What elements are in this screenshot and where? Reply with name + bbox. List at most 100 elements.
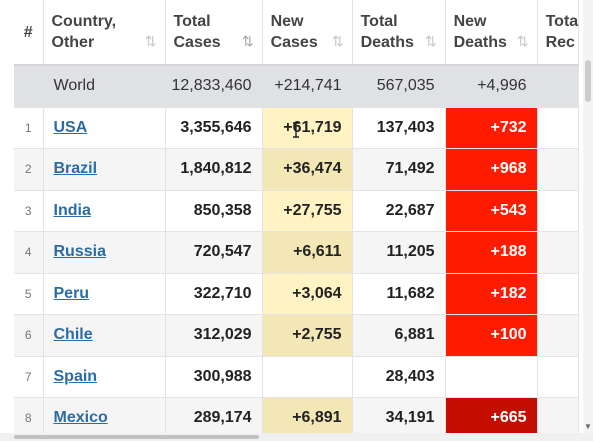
total-cases-cell: 3,355,646 [165,107,263,149]
new-deaths-cell: +182 [445,273,538,315]
header-country[interactable]: Country, Other ⇅ [43,0,166,66]
header-rank[interactable]: # [14,0,44,66]
table-row: 1 USA 3,355,646 +61,719 137,403 +732 [14,107,580,149]
rank-cell: 7 [14,356,44,398]
new-deaths-cell: +968 [445,148,538,191]
table-row: 3 India 850,358 +27,755 22,687 +543 [14,190,580,232]
total-recovered-cell [537,107,580,149]
total-deaths-cell: 28,403 [352,356,446,398]
rank-cell: 4 [14,231,44,274]
horizontal-scroll-thumb[interactable] [14,435,259,439]
header-new-cases[interactable]: New Cases ⇅ [262,0,353,66]
total-cases-cell: 12,833,460 [165,65,263,108]
cases-table: # Country, Other ⇅ Total Cases ⇅ New Cas… [14,0,580,436]
total-recovered-cell [537,65,580,108]
country-cell: Peru [43,273,166,315]
country-link[interactable]: Peru [53,284,90,302]
total-cases-cell: 1,840,812 [165,148,263,191]
new-cases-cell: +3,064 [262,273,353,315]
total-deaths-cell: 34,191 [352,397,446,436]
country-link[interactable]: India [53,201,91,219]
rank-cell: 3 [14,190,44,232]
total-cases-cell: 850,358 [165,190,263,232]
new-deaths-cell: +188 [445,231,538,274]
total-recovered-cell [537,273,580,315]
total-deaths-cell: 22,687 [352,190,446,232]
new-deaths-cell: +543 [445,190,538,232]
scroll-down-arrow-icon[interactable]: ▼ [584,422,592,431]
rank-cell [14,65,44,108]
table-row: 6 Chile 312,029 +2,755 6,881 +100 [14,314,580,357]
world-row: World 12,833,460 +214,741 567,035 +4,996 [14,65,580,108]
sort-icon: ⇅ [516,33,529,49]
rank-cell: 5 [14,273,44,315]
country-cell: Russia [43,231,166,274]
country-cell: Mexico [43,397,166,436]
new-cases-cell [262,356,353,398]
total-deaths-cell: 137,403 [352,107,446,149]
header-new-deaths[interactable]: New Deaths ⇅ [445,0,538,66]
country-link[interactable]: Chile [53,326,93,344]
table-row: 5 Peru 322,710 +3,064 11,682 +182 [14,273,580,315]
total-recovered-cell [537,190,580,232]
new-deaths-cell [445,356,538,398]
rank-cell: 8 [14,397,44,436]
sort-icon: ⇅ [144,33,157,49]
table-row: 8 Mexico 289,174 +6,891 34,191 +665 [14,397,580,436]
new-cases-cell: +2,755 [262,314,353,357]
horizontal-scrollbar[interactable] [0,433,593,441]
header-total-deaths[interactable]: Total Deaths ⇅ [352,0,446,66]
total-recovered-cell [537,356,580,398]
table-header-row: # Country, Other ⇅ Total Cases ⇅ New Cas… [14,0,580,66]
table-row: 7 Spain 300,988 28,403 [14,356,580,398]
new-cases-cell: +6,611 [262,231,353,274]
total-recovered-cell [537,231,580,274]
total-deaths-cell: 11,205 [352,231,446,274]
rank-cell: 6 [14,314,44,357]
new-deaths-cell: +732 [445,107,538,149]
total-deaths-cell: 6,881 [352,314,446,357]
sort-icon: ⇅ [424,33,437,49]
rank-cell: 1 [14,107,44,149]
vertical-scroll-thumb[interactable] [585,60,591,102]
total-deaths-cell: 11,682 [352,273,446,315]
new-deaths-cell: +100 [445,314,538,357]
new-cases-cell: +27,755 [262,190,353,232]
sort-desc-icon: ⇅ [241,33,254,49]
sort-icon: ⇅ [331,33,344,49]
country-cell: India [43,190,166,232]
new-cases-cell: +61,719 [262,107,353,149]
total-recovered-cell [537,148,580,191]
total-recovered-cell [537,314,580,357]
new-deaths-cell: +4,996 [445,65,538,108]
new-deaths-cell: +665 [445,397,538,436]
rank-cell: 2 [14,148,44,191]
country-cell: USA [43,107,166,149]
total-deaths-cell: 71,492 [352,148,446,191]
text-cursor-icon [293,122,299,138]
country-link[interactable]: Spain [53,367,98,385]
new-cases-cell: +6,891 [262,397,353,436]
total-cases-cell: 289,174 [165,397,263,436]
header-total-cases[interactable]: Total Cases ⇅ [165,0,263,66]
table-row: 4 Russia 720,547 +6,611 11,205 +188 [14,231,580,274]
country-link[interactable]: Russia [53,243,106,261]
country-cell: Spain [43,356,166,398]
total-recovered-cell [537,397,580,436]
header-total-recovered[interactable]: Tota Rec [537,0,580,66]
total-cases-cell: 720,547 [165,231,263,274]
country-cell: Chile [43,314,166,357]
new-cases-cell: +36,474 [262,148,353,191]
country-link[interactable]: Mexico [53,409,108,427]
country-cell: Brazil [43,148,166,191]
total-deaths-cell: 567,035 [352,65,446,108]
total-cases-cell: 312,029 [165,314,263,357]
country-link[interactable]: Brazil [53,160,98,178]
table-row: 2 Brazil 1,840,812 +36,474 71,492 +968 [14,148,580,191]
total-cases-cell: 300,988 [165,356,263,398]
country-cell: World [43,65,166,108]
vertical-scrollbar[interactable]: ▼ [583,0,593,433]
total-cases-cell: 322,710 [165,273,263,315]
country-link[interactable]: USA [53,118,88,136]
